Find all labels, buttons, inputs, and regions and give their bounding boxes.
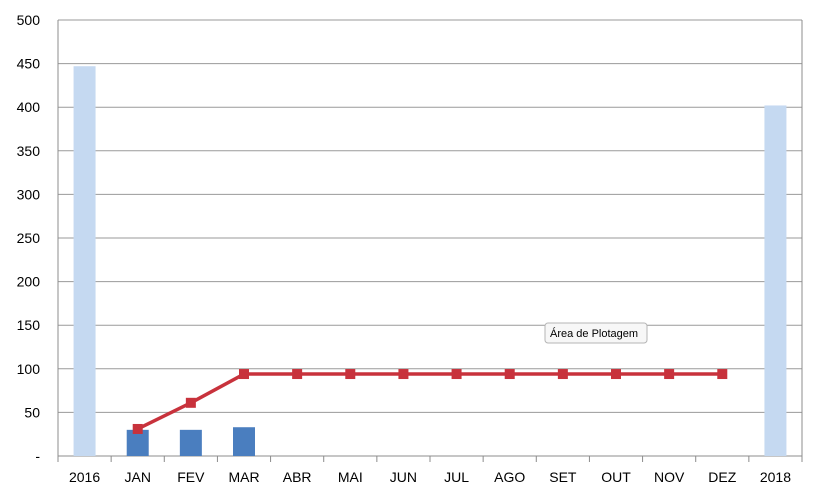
y-tick-label: 350 <box>17 143 41 159</box>
x-tick-label: DEZ <box>708 469 736 485</box>
line-marker <box>345 369 356 380</box>
gridlines <box>58 19 802 413</box>
line-marker <box>185 397 196 408</box>
x-tick-label: MAI <box>338 469 363 485</box>
line-marker <box>239 369 249 380</box>
y-axis-ticks: - 50 100 150 200 250 300 350 400 450 500 <box>17 12 41 464</box>
line-series <box>132 369 728 434</box>
x-tick-label: SET <box>549 469 577 485</box>
y-tick-label: 50 <box>24 404 40 420</box>
line-marker <box>664 369 675 380</box>
line-path <box>136 372 723 431</box>
x-tick-label: OUT <box>601 469 631 485</box>
x-tick-label: NOV <box>654 469 685 485</box>
x-tick-label: AGO <box>494 469 525 485</box>
line-marker <box>717 369 728 380</box>
x-axis-ticks: 2016 JAN FEV MAR ABR MAI JUN JUL AGO SET OUT NOV DEZ… <box>57 456 803 485</box>
bar <box>126 429 149 456</box>
bar <box>764 105 787 457</box>
y-tick-label: 400 <box>17 99 41 115</box>
y-tick-label: 150 <box>17 317 41 333</box>
line-marker <box>611 369 621 380</box>
bar <box>233 427 255 456</box>
y-tick-label: 250 <box>17 230 41 246</box>
y-tick-label: 500 <box>17 12 41 28</box>
x-tick-label: JUN <box>390 469 417 485</box>
tooltip-text: Área de Plotagem <box>550 327 638 340</box>
line-marker <box>557 369 568 380</box>
x-tick-label: JAN <box>124 469 150 485</box>
tooltip-box <box>544 322 648 344</box>
line-marker <box>451 369 462 380</box>
x-tick-label: ABR <box>283 469 312 485</box>
x-tick-label: 2016 <box>69 469 100 485</box>
x-tick-label: MAR <box>228 469 259 485</box>
bar <box>73 66 96 456</box>
line-marker <box>292 369 303 380</box>
y-tick-label: 200 <box>17 274 41 290</box>
y-tick-label: - <box>35 448 40 464</box>
y-tick-label: 100 <box>17 361 41 377</box>
plot-area-tooltip: Área de Plotagem <box>544 322 648 344</box>
y-tick-label: 300 <box>17 186 41 202</box>
y-tick-label: 450 <box>17 56 41 72</box>
x-tick-label: 2018 <box>760 469 791 485</box>
line-marker <box>132 423 143 434</box>
line-marker <box>504 369 515 380</box>
x-tick-label: JUL <box>444 469 469 485</box>
bar-series <box>73 66 787 457</box>
bar <box>179 429 202 456</box>
line-marker <box>398 369 409 380</box>
x-tick-label: FEV <box>177 469 205 485</box>
